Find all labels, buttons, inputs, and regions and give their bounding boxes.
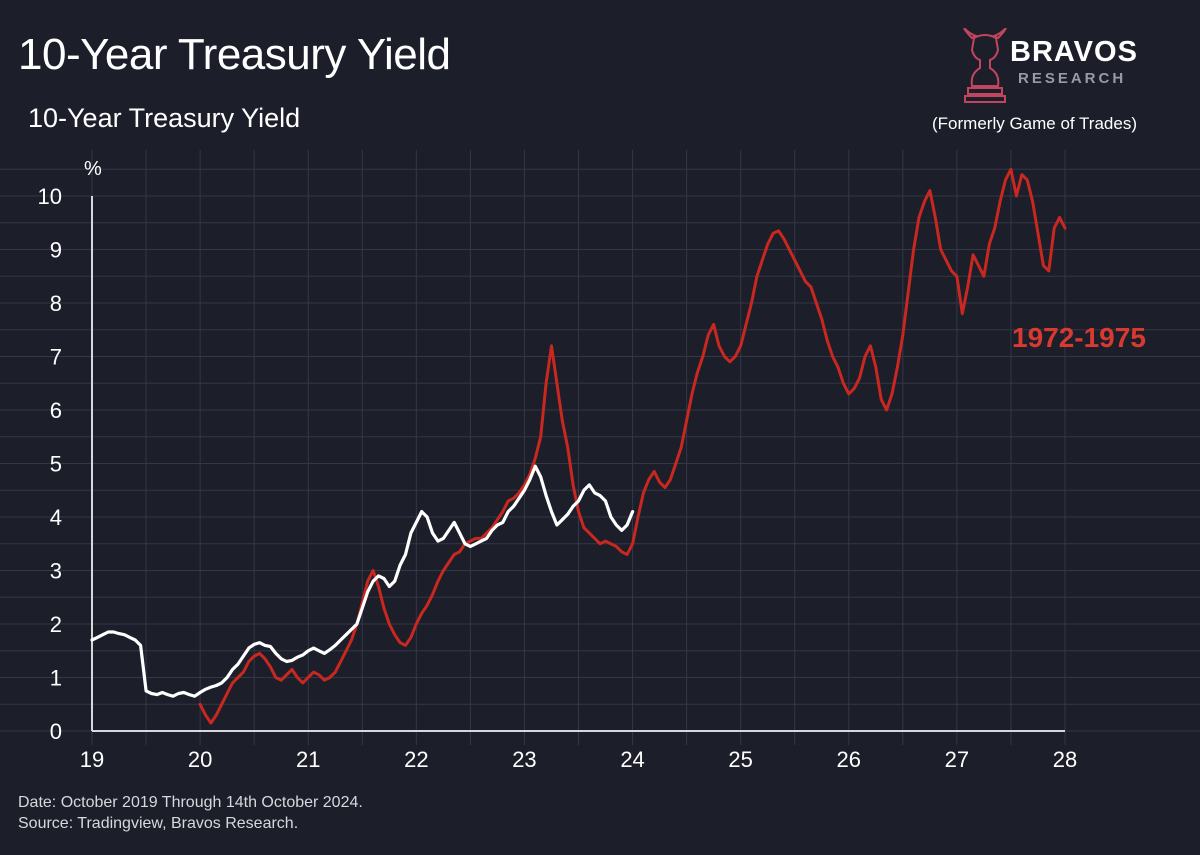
brand-logo: BRAVOS RESEARCH — [960, 28, 1160, 108]
y-tick-label: 7 — [50, 345, 62, 370]
bull-knight-icon — [963, 28, 1007, 103]
x-tick-label: 21 — [296, 747, 320, 772]
x-tick-label: 20 — [188, 747, 212, 772]
chart-subtitle: 10-Year Treasury Yield — [28, 103, 301, 133]
y-tick-label: 0 — [50, 719, 62, 744]
series-line-1972-1975 — [198, 167, 1067, 725]
y-tick-label: 10 — [38, 184, 62, 209]
footnote-date: Date: October 2019 Through 14th October … — [18, 794, 363, 811]
brand-name: BRAVOS — [1010, 36, 1138, 68]
x-tick-label: 25 — [728, 747, 752, 772]
series-layer — [90, 167, 1067, 725]
y-tick-label: 1 — [50, 666, 62, 691]
y-tick-label: 9 — [50, 238, 62, 263]
chart-title: 10-Year Treasury Yield — [18, 30, 451, 79]
grid — [0, 150, 1200, 745]
footnote-source: Source: Tradingview, Bravos Research. — [18, 815, 299, 832]
y-tick-label: 4 — [50, 505, 62, 530]
x-tick-label: 26 — [837, 747, 861, 772]
y-tick-label: 3 — [50, 559, 62, 584]
y-tick-label: 8 — [50, 291, 62, 316]
x-tick-label: 27 — [945, 747, 969, 772]
x-tick-label: 22 — [404, 747, 428, 772]
y-axis-unit: % — [84, 158, 102, 180]
x-tick-label: 28 — [1053, 747, 1077, 772]
x-tick-label: 23 — [512, 747, 536, 772]
y-tick-label: 6 — [50, 398, 62, 423]
brand-subtitle: RESEARCH — [1018, 70, 1127, 87]
y-tick-label: 5 — [50, 452, 62, 477]
series-label-1972-1975: 1972-1975 — [1012, 322, 1146, 353]
x-tick-label: 19 — [80, 747, 104, 772]
series-line-2019-2024 — [90, 464, 635, 698]
x-tick-label: 24 — [620, 747, 644, 772]
brand-formerly-note: (Formerly Game of Trades) — [932, 114, 1137, 133]
y-tick-label: 2 — [50, 612, 62, 637]
